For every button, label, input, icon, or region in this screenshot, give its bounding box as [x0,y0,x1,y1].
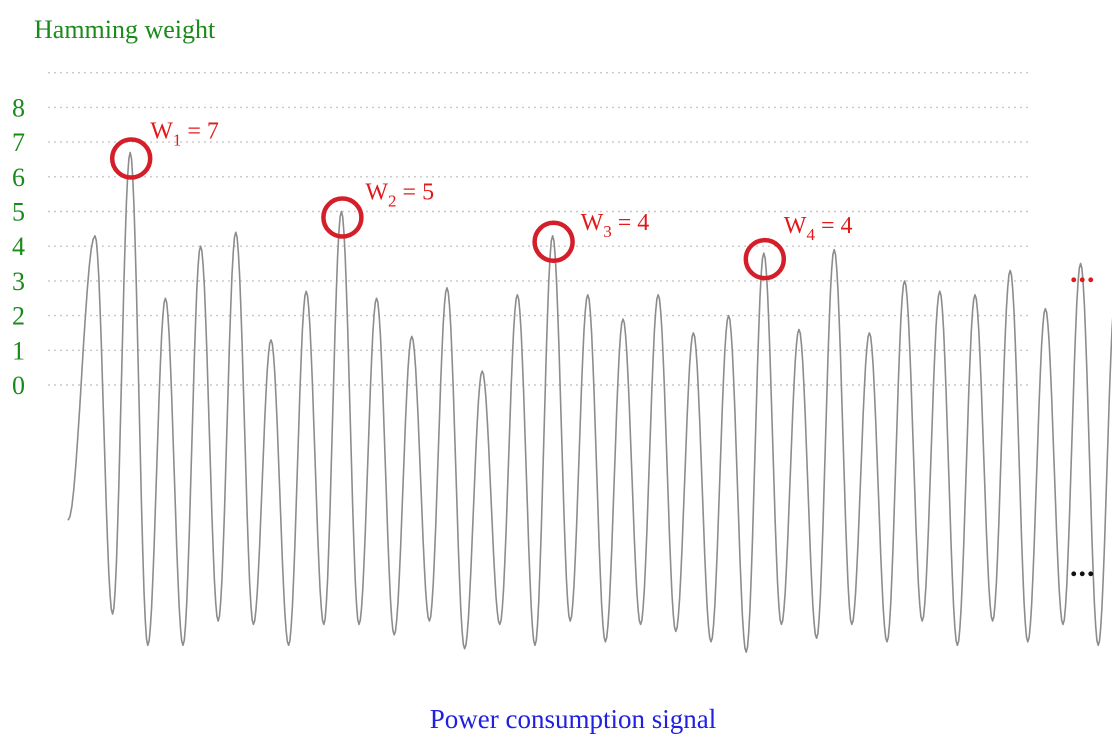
y-tick-label: 4 [12,232,25,261]
peak-weight-label: W2 = 5 [365,180,434,211]
gridlines [48,71,1030,386]
peak-highlight-circle [321,196,364,239]
signal-layer [67,151,1112,653]
y-tick-label: 3 [12,267,25,296]
y-tick-labels: 0 1 2 3 4 5 6 7 8 [12,93,25,400]
peak-weight-label: W4 = 4 [784,213,853,244]
peak-highlight-circle [532,220,575,264]
peak-weight-label: W1 = 7 [150,119,219,150]
ellipsis-bottom: ... [1070,550,1096,583]
ellipsis-top: ... [1070,256,1096,289]
peak-highlight-circle [109,137,153,180]
y-tick-label: 6 [12,163,25,192]
annotations: W1 = 7 W2 = 5 W3 = 4 W4 = 4 [109,119,853,281]
y-tick-label: 8 [12,93,25,122]
y-tick-label: 7 [12,128,25,157]
x-axis-label: Power consumption signal [430,704,716,734]
y-tick-label: 0 [12,371,25,400]
peak-weight-label: W3 = 4 [581,210,650,241]
peak-highlight-circle [743,237,787,281]
power-signal-line [67,151,1112,653]
y-tick-label: 5 [12,198,25,227]
y-tick-label: 1 [12,336,25,365]
chart-title: Hamming weight [34,15,216,44]
y-tick-label: 2 [12,302,25,331]
